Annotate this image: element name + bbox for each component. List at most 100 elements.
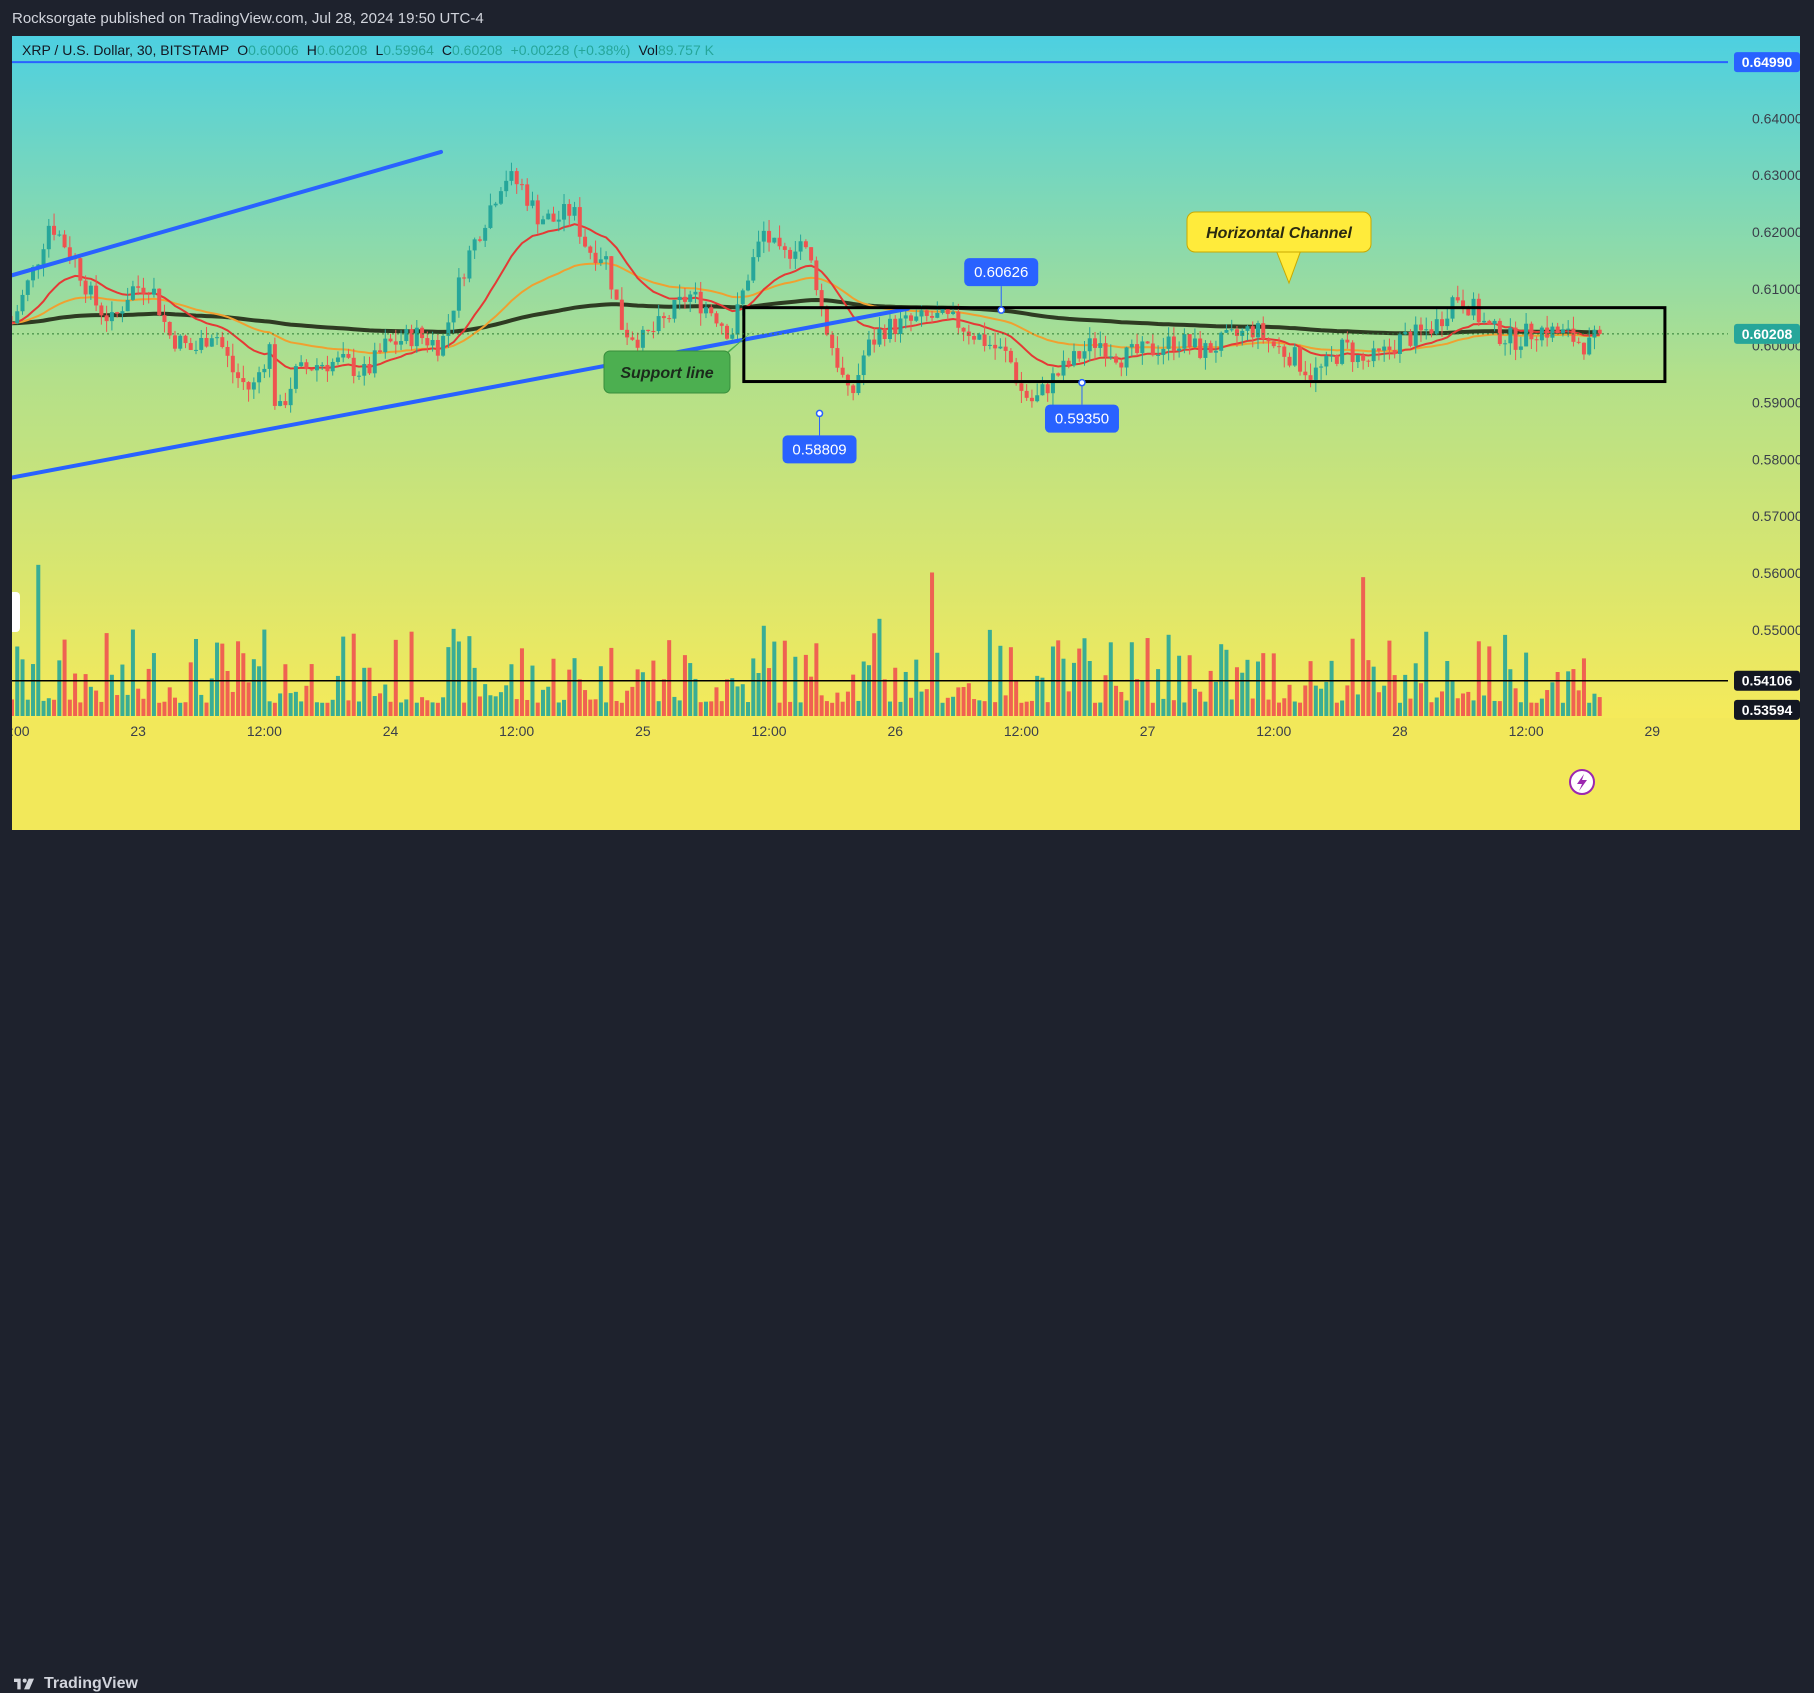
volume-bar [593,699,598,716]
candle-body [151,288,156,295]
candle [1492,318,1497,332]
candle [314,358,319,382]
volume-bar [372,696,377,716]
axis-price-label-bg [1734,670,1800,691]
side-panel-toggle[interactable] [12,592,20,632]
volume-bar [1371,666,1376,716]
axis-price-label[interactable]: 0.64990 [1734,52,1800,73]
candle [1108,344,1113,360]
volume-bar [1408,698,1413,716]
publisher-caption: Rocksorgate published on TradingView.com… [12,10,484,27]
horizontal-channel-callout[interactable]: Horizontal Channel [1186,211,1372,285]
candle-body [1145,341,1150,344]
volume-bar [698,702,703,716]
candle [157,288,162,317]
candle [488,193,493,230]
axis-price-label-bg [1734,52,1800,73]
volume-bar [246,682,251,716]
time-tick-label: 23 [130,723,146,739]
open-label: O [237,42,248,58]
volume-bar [1466,691,1471,716]
candle [1171,327,1176,361]
volume-bar [1292,701,1297,716]
candle-body [1035,395,1040,402]
candle-body [335,357,340,362]
candle [1035,383,1040,403]
price-chart[interactable]: 0.640000.630000.620000.610000.600000.590… [12,36,1800,830]
volume-bar [1566,671,1571,716]
candle [246,381,251,402]
volume-bar [814,643,819,716]
candle [194,340,199,355]
volume-bar [746,702,751,716]
candle-body [325,364,330,372]
candle-body [1087,338,1092,352]
volume-bar [951,696,956,716]
symbol-label: XRP / U.S. Dollar, 30, BITSTAMP [22,42,229,58]
candle-body [793,251,798,259]
support-line-callout[interactable]: Support line [603,330,754,394]
volume-bar [945,697,950,716]
candle-body [1319,366,1324,368]
candle-body [1129,344,1134,348]
candle-body [609,256,614,290]
candle-body [1497,320,1502,344]
candle-body [1492,320,1497,325]
volume-bar [1071,662,1076,716]
volume-bar [782,640,787,716]
candle-body [125,299,130,312]
volume-bar [1492,700,1497,716]
candle-body [1271,341,1276,347]
volume-bar [1035,675,1040,716]
candle-body [314,365,319,371]
time-tick-label: 12:00 [12,723,30,739]
volume-bar [1429,702,1434,716]
candle-body [367,364,372,374]
volume-bar [514,699,519,716]
volume-bar [798,702,803,716]
axis-price-label[interactable]: 0.60208 [1734,323,1800,344]
volume-bar [609,647,614,716]
candle [930,310,935,324]
tradingview-brand[interactable]: TradingView [14,1675,138,1693]
price-tag[interactable]: 0.58809 [782,409,857,464]
trendline-upper[interactable] [12,149,443,278]
lightning-icon[interactable] [1569,769,1595,795]
candle [604,251,609,270]
price-tag[interactable]: 0.59350 [1044,378,1119,433]
volume-bar [1203,701,1208,716]
candle [1371,340,1376,368]
candle-body [714,313,719,324]
candle [1550,322,1555,342]
volume-bar [383,684,388,716]
candle [693,282,698,304]
volume-bar [1282,698,1287,716]
horizontal-channel-box[interactable] [742,306,1667,384]
candle-body [1198,338,1203,358]
axis-price-label[interactable]: 0.53594 [1734,699,1800,720]
candle [215,332,220,345]
candle-body [767,230,772,243]
candle [556,210,561,232]
volume-bar [1145,638,1150,716]
volume-bar [898,701,903,716]
volume-bar [1003,695,1008,716]
price-tag[interactable]: 0.60626 [964,258,1039,314]
time-tick-label: 12:00 [1509,723,1544,739]
candle [619,287,624,331]
candle [483,224,488,247]
volume-bar [1103,675,1108,716]
volume-bar [1350,638,1355,716]
volume-bar [83,674,88,716]
trendline-support[interactable] [12,306,910,480]
volume-bar [809,676,814,716]
candle [1087,327,1092,362]
volume-bar [435,702,440,716]
volume-bar [1382,685,1387,716]
candle [309,368,314,372]
axis-price-label[interactable]: 0.54106 [1734,670,1800,691]
volume-bar [1255,661,1260,716]
price-tick-label: 0.57000 [1752,508,1800,524]
candle-body [446,322,451,336]
candle [1213,340,1218,363]
